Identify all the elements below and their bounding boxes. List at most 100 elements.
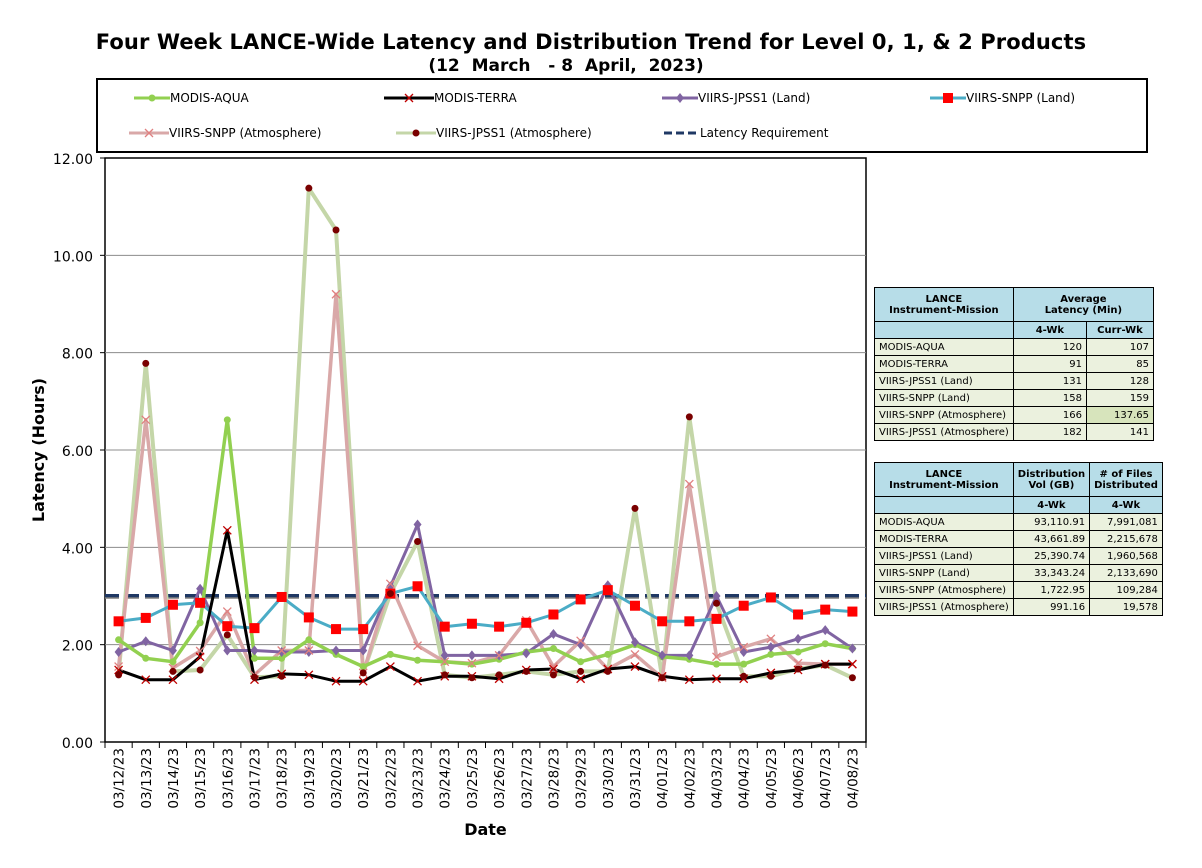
series-line-modis-terra <box>118 528 853 683</box>
point-modis-aqua <box>305 636 313 644</box>
point-viirs-jpss1-atm <box>441 671 449 679</box>
legend-swatch-viirs-snpp-atm <box>129 128 169 138</box>
point-modis-terra <box>847 659 857 669</box>
point-viirs-jpss1-land <box>685 650 694 661</box>
legend-item-viirs-snpp-atm: VIIRS-SNPP (Atmosphere) <box>129 124 321 142</box>
series-line-modis-aqua <box>117 418 853 669</box>
point-viirs-jpss1-atm <box>495 671 503 679</box>
point-modis-aqua <box>359 663 367 671</box>
legend-item-viirs-jpss1-atm: VIIRS-JPSS1 (Atmosphere) <box>396 124 592 142</box>
point-viirs-jpss1-land <box>794 633 803 644</box>
x-tick-label: 03/20/23 <box>329 748 345 809</box>
point-viirs-jpss1-land <box>141 636 150 647</box>
x-tick-label: 03/22/23 <box>383 748 399 809</box>
point-viirs-jpss1-land <box>658 650 667 661</box>
point-modis-terra <box>630 662 640 672</box>
table1-row-value-1: 158 <box>1012 389 1087 407</box>
point-viirs-jpss1-atm <box>522 667 530 675</box>
point-modis-aqua <box>115 636 123 644</box>
chart-legend: MODIS-AQUA MODIS-TERRA VIIRS-JPSS1 (Land… <box>96 78 1148 153</box>
point-modis-aqua <box>278 654 286 662</box>
point-viirs-snpp-land <box>711 613 722 624</box>
point-viirs-snpp-land <box>684 616 695 627</box>
point-viirs-jpss1-land <box>467 650 476 661</box>
point-viirs-snpp-land <box>657 616 668 627</box>
point-viirs-snpp-land <box>602 585 613 596</box>
point-viirs-jpss1-land <box>440 650 449 661</box>
point-viirs-snpp-land <box>575 594 586 605</box>
point-modis-terra <box>548 664 558 674</box>
point-viirs-jpss1-land <box>359 645 368 656</box>
legend-swatch-viirs-jpss1-land <box>662 93 698 103</box>
point-modis-aqua <box>196 619 204 627</box>
table2-header-files: # of Files Distributed <box>1089 462 1163 497</box>
x-tick-label: 03/21/23 <box>356 748 372 809</box>
table2-row: VIIRS-SNPP (Atmosphere) 1,722.95 109,284 <box>874 581 1163 599</box>
table1-row-name: VIIRS-JPSS1 (Atmosphere) <box>874 423 1014 441</box>
point-modis-terra <box>304 670 314 680</box>
point-viirs-snpp-atm <box>413 641 423 651</box>
legend-item-modis-terra: MODIS-TERRA <box>384 89 517 107</box>
point-viirs-snpp-atm <box>576 636 586 646</box>
point-viirs-snpp-land <box>222 621 233 632</box>
table2-row-name: VIIRS-SNPP (Atmosphere) <box>874 581 1014 599</box>
point-viirs-snpp-atm <box>222 607 232 617</box>
table1-header-avg: Average Latency (Min) <box>1012 287 1155 322</box>
point-viirs-jpss1-land <box>304 646 313 657</box>
point-viirs-jpss1-atm <box>631 504 639 512</box>
table2-row-name: VIIRS-JPSS1 (Atmosphere) <box>874 598 1014 616</box>
point-viirs-jpss1-atm <box>767 672 775 680</box>
x-tick-label: 03/19/23 <box>302 748 318 809</box>
point-modis-terra <box>712 674 721 684</box>
x-tick-label: 03/23/23 <box>411 748 427 809</box>
point-viirs-snpp-land <box>358 624 369 635</box>
point-modis-terra <box>413 676 423 686</box>
distribution-table: LANCE Instrument-Mission Distribution Vo… <box>874 462 1163 616</box>
x-tick-label: 03/18/23 <box>275 748 291 809</box>
point-modis-terra <box>684 675 694 685</box>
x-tick-label: 03/15/23 <box>193 748 209 809</box>
table1-row-value-1: 131 <box>1012 372 1087 390</box>
x-tick-label: 04/07/23 <box>818 748 834 809</box>
point-viirs-jpss1-atm <box>169 667 177 675</box>
x-tick-label: 03/28/23 <box>546 748 562 809</box>
table2-header-vol: Distribution Vol (GB) <box>1012 462 1091 497</box>
point-viirs-snpp-atm <box>385 579 395 589</box>
point-modis-aqua <box>549 645 557 653</box>
point-modis-terra <box>195 652 205 662</box>
point-viirs-jpss1-land <box>277 646 286 657</box>
legend-item-latency-req: Latency Requirement <box>664 124 828 142</box>
point-viirs-jpss1-land <box>766 642 775 653</box>
point-modis-terra <box>385 662 395 672</box>
latency-table: LANCE Instrument-Mission Average Latency… <box>874 287 1155 441</box>
point-viirs-snpp-atm <box>304 646 314 655</box>
y-tick-label: 2.00 <box>62 639 93 655</box>
y-tick-label: 12.00 <box>53 152 93 168</box>
table2-row: VIIRS-JPSS1 (Land) 25,390.74 1,960,568 <box>874 547 1163 565</box>
point-viirs-snpp-land <box>847 606 858 617</box>
point-modis-aqua <box>794 648 802 656</box>
point-viirs-jpss1-land <box>168 645 177 656</box>
point-viirs-snpp-land <box>195 597 206 608</box>
point-modis-aqua <box>468 660 476 668</box>
legend-label-viirs-snpp-atm: VIIRS-SNPP (Atmosphere) <box>169 126 322 140</box>
table2-row-name: MODIS-AQUA <box>874 513 1014 531</box>
x-tick-label: 03/29/23 <box>574 748 590 809</box>
table1-header-instrument: LANCE Instrument-Mission <box>874 287 1014 322</box>
point-modis-aqua <box>414 656 422 664</box>
table2-row-value-2: 19,578 <box>1089 598 1163 616</box>
point-modis-aqua <box>250 654 258 662</box>
point-viirs-snpp-atm <box>141 415 151 425</box>
point-viirs-jpss1-atm <box>549 671 557 679</box>
y-tick-label: 10.00 <box>53 249 93 265</box>
point-modis-aqua <box>223 416 231 424</box>
x-tick-label: 03/31/23 <box>628 748 644 809</box>
point-modis-terra <box>358 676 368 686</box>
table2-row: VIIRS-SNPP (Land) 33,343.24 2,133,690 <box>874 564 1163 582</box>
y-tick-label: 4.00 <box>62 541 93 557</box>
legend-item-viirs-jpss1-land: VIIRS-JPSS1 (Land) <box>662 89 810 107</box>
point-viirs-jpss1-land <box>223 645 232 656</box>
point-modis-terra <box>331 676 341 686</box>
point-viirs-jpss1-atm <box>196 666 204 674</box>
x-axis-label: Date <box>464 820 507 839</box>
